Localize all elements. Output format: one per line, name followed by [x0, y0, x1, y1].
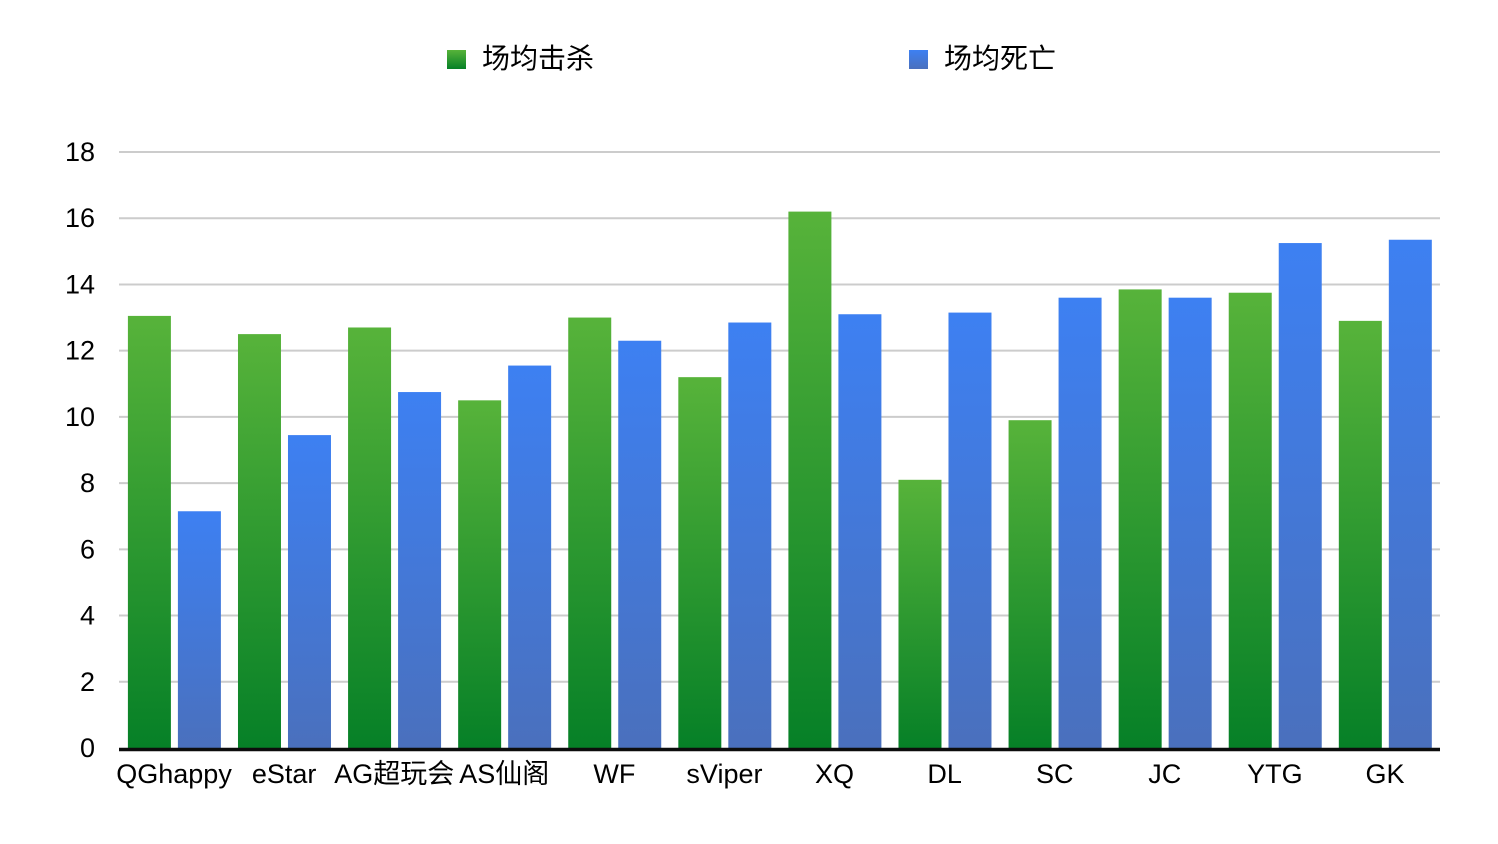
bar-deaths — [508, 365, 552, 748]
bar-kills — [348, 327, 392, 748]
x-axis-category-label: GK — [1365, 759, 1404, 789]
bar-deaths — [398, 392, 442, 748]
bar-kills — [898, 479, 942, 748]
bar-deaths — [1388, 239, 1432, 748]
y-axis-tick-label: 14 — [65, 269, 95, 299]
bar-group-eStar — [237, 334, 331, 748]
x-axis-labels: QGhappy eStar AG超玩会 AS仙阁 WF sViper XQ DL SC JC YTG… — [116, 759, 1404, 789]
bar-kills — [1338, 320, 1382, 748]
bar-kills — [678, 377, 722, 748]
kills-legend-label: 场均击杀 — [482, 43, 595, 74]
bar-group-XQ — [788, 211, 882, 749]
bar-group-AS仙阁 — [458, 365, 552, 748]
y-axis-labels: 0 2 4 6 8 10 12 14 16 18 — [65, 137, 95, 763]
x-axis-category-label: YTG — [1247, 759, 1303, 789]
y-axis-tick-label: 4 — [80, 601, 95, 631]
bar-group-DL — [898, 312, 992, 748]
kills-legend-swatch-icon — [447, 49, 466, 69]
bar-deaths — [1168, 297, 1212, 748]
x-axis-category-label: sViper — [686, 759, 762, 789]
gridlines — [119, 151, 1440, 683]
bar-group-SC — [1008, 297, 1102, 748]
bar-kills — [788, 211, 832, 749]
y-axis-tick-label: 2 — [80, 667, 95, 697]
bar-deaths — [838, 314, 882, 748]
deaths-legend-swatch-icon — [909, 49, 928, 69]
bar-deaths — [287, 435, 331, 748]
y-axis-tick-label: 0 — [80, 733, 95, 763]
bar-group-WF — [568, 317, 662, 748]
bar-kills — [458, 400, 502, 748]
bar-kills — [1118, 289, 1162, 748]
bar-group-JC — [1118, 289, 1212, 748]
bar-group-AG超玩会 — [348, 327, 442, 748]
bars — [127, 211, 1432, 749]
x-axis-category-label: JC — [1148, 759, 1181, 789]
bar-kills — [127, 315, 171, 748]
bar-deaths — [1058, 297, 1102, 748]
bar-deaths — [728, 322, 772, 748]
bar-deaths — [177, 511, 221, 748]
x-axis-category-label: WF — [593, 759, 635, 789]
x-axis-category-label: AS仙阁 — [459, 759, 549, 789]
bar-group-GK — [1338, 239, 1432, 748]
y-axis-tick-label: 10 — [65, 402, 95, 432]
x-axis-category-label: DL — [927, 759, 962, 789]
x-axis-category-label: SC — [1036, 759, 1074, 789]
legend-item-kills[interactable]: 场均击杀 — [447, 45, 594, 73]
bar-group-sViper — [678, 322, 772, 748]
x-axis-category-label: XQ — [815, 759, 854, 789]
x-axis-category-label: eStar — [252, 759, 317, 789]
bar-deaths — [948, 312, 992, 748]
y-axis-tick-label: 16 — [65, 203, 95, 233]
bar-kills — [237, 334, 281, 748]
y-axis-tick-label: 18 — [65, 137, 95, 167]
bar-group-QGhappy — [127, 315, 221, 748]
bar-kills — [1008, 420, 1052, 748]
deaths-legend-label: 场均死亡 — [944, 43, 1057, 74]
y-axis-tick-label: 12 — [65, 336, 95, 366]
bar-kills — [568, 317, 612, 748]
bar-deaths — [1278, 243, 1322, 749]
x-axis-category-label: QGhappy — [116, 759, 232, 789]
bar-deaths — [618, 340, 662, 748]
y-axis-tick-label: 8 — [80, 468, 95, 498]
x-axis-category-label: AG超玩会 — [334, 759, 454, 789]
y-axis-tick-label: 6 — [80, 534, 95, 564]
bar-group-YTG — [1228, 243, 1322, 749]
bar-kills — [1228, 292, 1272, 748]
legend-item-deaths[interactable]: 场均死亡 — [909, 45, 1056, 73]
